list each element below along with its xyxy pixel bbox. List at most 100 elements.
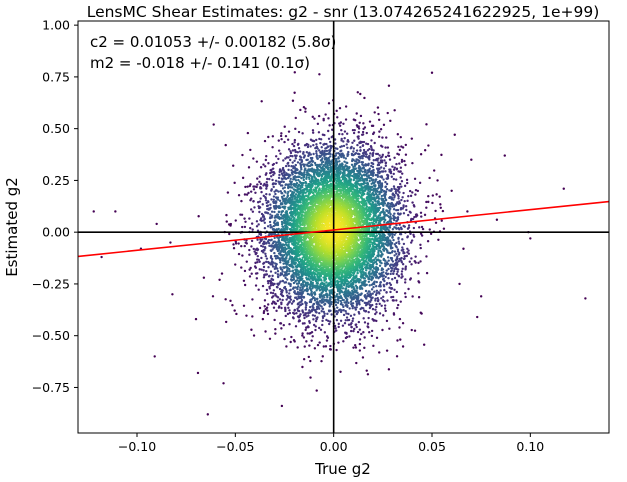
scatter-point xyxy=(313,347,317,350)
scatter-point xyxy=(320,359,323,363)
scatter-point xyxy=(393,187,396,190)
scatter-point xyxy=(321,281,324,285)
scatter-point xyxy=(251,315,254,318)
scatter-point xyxy=(259,166,263,169)
scatter-point xyxy=(92,210,95,213)
scatter-point xyxy=(392,185,396,188)
scatter-point xyxy=(398,326,401,329)
scatter-point xyxy=(289,278,293,281)
scatter-point xyxy=(245,260,248,263)
scatter-point xyxy=(316,297,319,300)
scatter-point xyxy=(352,150,355,153)
scatter-point xyxy=(283,140,286,144)
scatter-point xyxy=(267,162,270,165)
scatter-point xyxy=(374,266,378,269)
scatter-point xyxy=(390,175,394,178)
scatter-point xyxy=(258,268,261,271)
scatter-point xyxy=(364,266,367,269)
scatter-point xyxy=(264,173,268,176)
scatter-point xyxy=(271,232,275,236)
scatter-point xyxy=(325,318,328,322)
scatter-point xyxy=(254,266,258,269)
scatter-point xyxy=(425,123,428,126)
scatter-point xyxy=(339,294,342,298)
scatter-point xyxy=(400,270,404,273)
scatter-point xyxy=(352,346,355,349)
scatter-point xyxy=(284,276,287,280)
scatter-point xyxy=(400,249,403,252)
scatter-point xyxy=(255,277,259,280)
scatter-points xyxy=(92,71,587,416)
scatter-point xyxy=(403,159,406,163)
scatter-point xyxy=(257,288,260,291)
scatter-point xyxy=(273,282,276,286)
scatter-point xyxy=(281,178,284,181)
scatter-point xyxy=(364,155,368,158)
scatter-point xyxy=(397,197,400,200)
scatter-point xyxy=(259,233,263,237)
scatter-point xyxy=(376,201,379,205)
scatter-point xyxy=(370,146,373,149)
scatter-point xyxy=(269,270,273,273)
scatter-point xyxy=(303,280,306,283)
scatter-point xyxy=(287,156,290,159)
scatter-point xyxy=(273,172,276,175)
scatter-point xyxy=(335,309,338,313)
scatter-point xyxy=(413,177,417,181)
scatter-point xyxy=(255,160,259,163)
scatter-point xyxy=(397,145,400,148)
scatter-point xyxy=(341,133,344,136)
scatter-point xyxy=(367,310,370,314)
scatter-point xyxy=(337,157,340,160)
scatter-point xyxy=(311,129,315,132)
scatter-point xyxy=(339,308,342,311)
scatter-point xyxy=(273,236,276,240)
scatter-point xyxy=(394,245,398,248)
scatter-point xyxy=(399,166,403,169)
scatter-point xyxy=(351,141,354,145)
scatter-point xyxy=(388,220,391,223)
scatter-point xyxy=(357,310,360,314)
scatter-point xyxy=(231,303,234,307)
scatter-point xyxy=(196,371,200,375)
scatter-point xyxy=(436,179,439,182)
scatter-point xyxy=(371,303,374,307)
scatter-point xyxy=(366,192,369,196)
scatter-point xyxy=(265,155,268,158)
scatter-point xyxy=(365,369,368,372)
scatter-point xyxy=(347,289,350,292)
scatter-point xyxy=(294,286,297,289)
scatter-point xyxy=(259,197,262,200)
scatter-point xyxy=(453,133,456,136)
scatter-point xyxy=(344,157,348,160)
scatter-point xyxy=(291,198,294,201)
scatter-point xyxy=(256,272,259,275)
scatter-point xyxy=(389,266,393,270)
scatter-point xyxy=(388,189,391,192)
scatter-point xyxy=(331,128,334,131)
scatter-point xyxy=(304,312,308,315)
scatter-point xyxy=(274,292,277,296)
scatter-point xyxy=(312,271,315,274)
scatter-point xyxy=(327,309,331,312)
scatter-point xyxy=(243,269,247,273)
scatter-point xyxy=(399,226,403,229)
scatter-point xyxy=(336,279,339,283)
scatter-point xyxy=(381,136,384,139)
scatter-point xyxy=(302,178,305,182)
scatter-point xyxy=(262,311,266,315)
scatter-point xyxy=(263,245,267,249)
scatter-point xyxy=(382,295,385,298)
scatter-point xyxy=(300,258,304,262)
scatter-point xyxy=(388,286,391,289)
scatter-point xyxy=(343,130,347,133)
scatter-point xyxy=(393,243,397,246)
scatter-point xyxy=(395,290,399,294)
scatter-point xyxy=(319,141,322,145)
scatter-point xyxy=(277,239,281,242)
scatter-point xyxy=(584,297,587,300)
scatter-point xyxy=(257,258,260,261)
scatter-point xyxy=(363,301,366,305)
scatter-point xyxy=(339,299,343,303)
scatter-point xyxy=(313,161,317,165)
